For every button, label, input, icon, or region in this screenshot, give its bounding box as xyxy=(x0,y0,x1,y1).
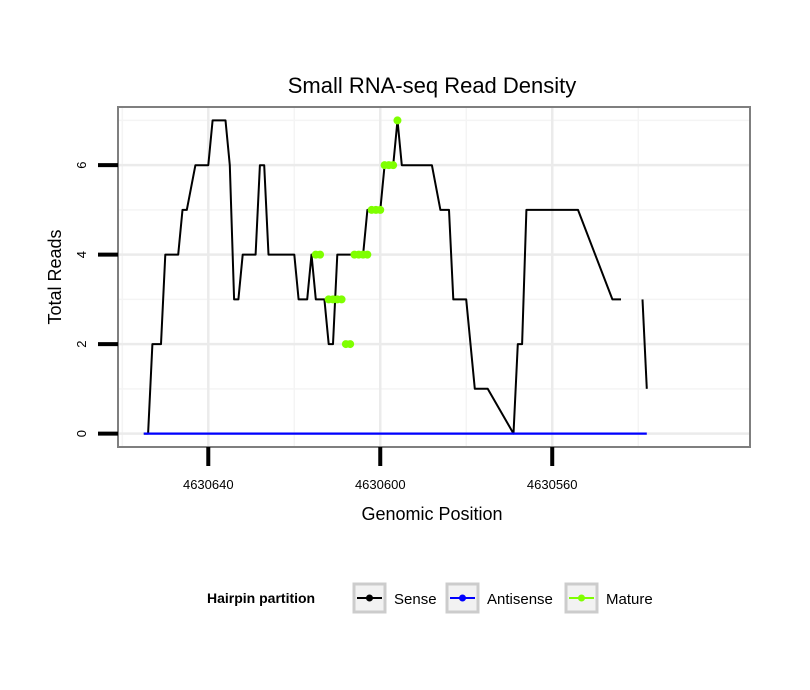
grid xyxy=(118,107,750,447)
sense-series-line xyxy=(641,299,648,389)
legend-item-mature: Mature xyxy=(564,582,653,614)
x-tick-label: 4630600 xyxy=(355,477,406,492)
legend-item-antisense: Antisense xyxy=(445,582,553,614)
axis-ticks: 0 2 4 6 4630640 4630600 4630560 xyxy=(74,162,578,492)
mature-point xyxy=(337,295,346,304)
mature-point xyxy=(376,205,385,214)
y-axis-title: Total Reads xyxy=(45,229,65,324)
legend-label: Mature xyxy=(606,591,653,608)
mature-point xyxy=(393,116,402,125)
sense-series-line xyxy=(143,119,621,435)
y-tick-label: 2 xyxy=(74,340,89,347)
series-layer xyxy=(143,116,648,435)
plot-panel xyxy=(117,106,751,448)
mature-point xyxy=(363,250,372,259)
y-tick-label: 6 xyxy=(74,162,89,169)
legend-label: Sense xyxy=(394,591,437,608)
legend-key-point xyxy=(459,594,466,602)
legend: Hairpin partition Sense Antisense Mature xyxy=(207,582,653,614)
legend-key-point xyxy=(578,594,585,602)
mature-point xyxy=(389,161,398,170)
x-tick-label: 4630560 xyxy=(527,477,578,492)
legend-item-sense: Sense xyxy=(352,582,437,614)
x-axis-title: Genomic Position xyxy=(361,504,502,524)
legend-label: Antisense xyxy=(487,591,553,608)
x-tick-label: 4630640 xyxy=(183,477,234,492)
chart-title: Small RNA-seq Read Density xyxy=(288,73,577,98)
mature-point xyxy=(316,250,325,259)
legend-title: Hairpin partition xyxy=(207,590,315,606)
mature-point xyxy=(346,340,355,349)
legend-key-point xyxy=(366,594,373,602)
y-tick-label: 4 xyxy=(74,251,89,258)
y-tick-label: 0 xyxy=(74,430,89,437)
